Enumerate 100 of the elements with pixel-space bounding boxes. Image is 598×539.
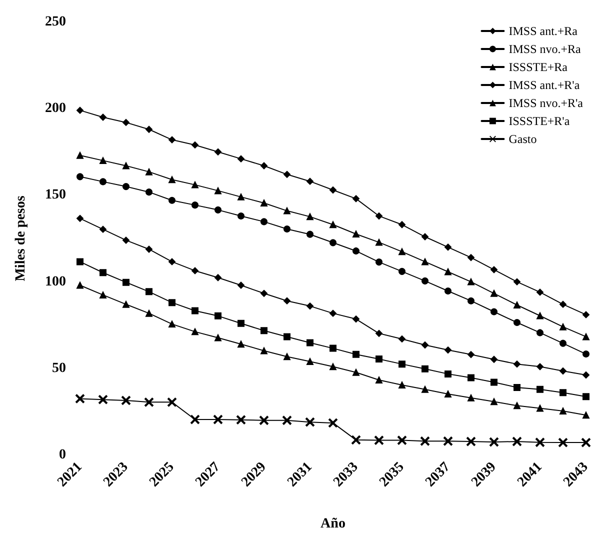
point	[330, 239, 336, 246]
point	[192, 141, 198, 148]
point	[490, 308, 498, 316]
point	[536, 438, 544, 447]
point	[238, 282, 244, 289]
point	[536, 386, 544, 393]
point	[122, 278, 130, 286]
point	[536, 312, 544, 320]
point	[214, 187, 222, 194]
point	[352, 368, 360, 376]
point	[536, 329, 544, 336]
point	[398, 382, 406, 389]
point	[582, 438, 590, 448]
point	[98, 395, 108, 404]
point	[398, 248, 406, 256]
point	[168, 320, 176, 328]
legend-label: ISSSTE+R'a	[508, 114, 570, 128]
point	[122, 396, 130, 405]
point	[444, 244, 452, 251]
point	[514, 384, 520, 391]
point	[514, 360, 520, 368]
point	[168, 136, 176, 144]
point	[582, 350, 590, 358]
point	[352, 316, 360, 323]
point	[376, 330, 382, 337]
point	[560, 368, 566, 374]
point	[330, 186, 336, 194]
point	[560, 389, 566, 396]
point	[146, 288, 152, 296]
point	[122, 118, 130, 126]
point	[468, 351, 474, 358]
point	[260, 218, 268, 226]
point	[560, 340, 566, 347]
point	[284, 297, 290, 304]
point	[352, 435, 360, 444]
point	[398, 436, 406, 445]
point	[330, 363, 336, 370]
point	[238, 193, 244, 200]
point	[468, 278, 474, 286]
point	[558, 438, 568, 448]
point	[190, 414, 200, 424]
point	[238, 340, 244, 348]
point	[306, 178, 314, 185]
point	[352, 230, 360, 238]
point	[514, 278, 520, 286]
point	[422, 365, 428, 372]
point	[214, 414, 222, 424]
y-tick-label: 100	[45, 274, 66, 290]
point	[100, 269, 106, 276]
y-tick-label: 200	[45, 101, 66, 116]
point	[76, 173, 84, 180]
point	[238, 320, 244, 327]
point	[284, 207, 290, 214]
point	[582, 311, 590, 318]
point	[352, 247, 360, 254]
point	[76, 258, 84, 266]
point	[420, 436, 430, 446]
x-axis-title: Año	[320, 516, 346, 532]
point	[352, 195, 360, 202]
point	[192, 307, 198, 314]
point	[76, 214, 84, 222]
point	[306, 339, 314, 346]
point	[444, 346, 452, 354]
point	[100, 114, 106, 121]
point	[238, 212, 244, 220]
point	[330, 310, 336, 317]
point	[376, 258, 382, 266]
point	[284, 353, 290, 360]
point	[582, 393, 590, 400]
point	[306, 358, 314, 365]
point	[260, 290, 268, 297]
point	[214, 312, 222, 320]
point	[422, 386, 428, 393]
point	[560, 300, 566, 308]
point	[122, 162, 130, 170]
point	[192, 181, 198, 188]
point	[192, 202, 198, 209]
point	[260, 199, 268, 206]
y-tick-label: 50	[52, 360, 66, 376]
point	[76, 152, 84, 159]
point	[146, 188, 152, 196]
point	[122, 183, 130, 190]
point	[76, 394, 84, 404]
point	[398, 268, 406, 275]
point	[146, 310, 152, 317]
point	[376, 376, 382, 384]
point	[444, 390, 452, 398]
point	[330, 221, 336, 228]
point	[284, 333, 290, 340]
point	[260, 162, 268, 170]
point	[260, 327, 268, 334]
point	[374, 436, 384, 445]
point	[306, 302, 314, 310]
point	[582, 333, 590, 340]
point	[466, 436, 476, 446]
point	[238, 155, 244, 162]
point	[100, 157, 106, 164]
point	[284, 225, 290, 232]
point	[536, 288, 544, 296]
point	[398, 360, 406, 368]
